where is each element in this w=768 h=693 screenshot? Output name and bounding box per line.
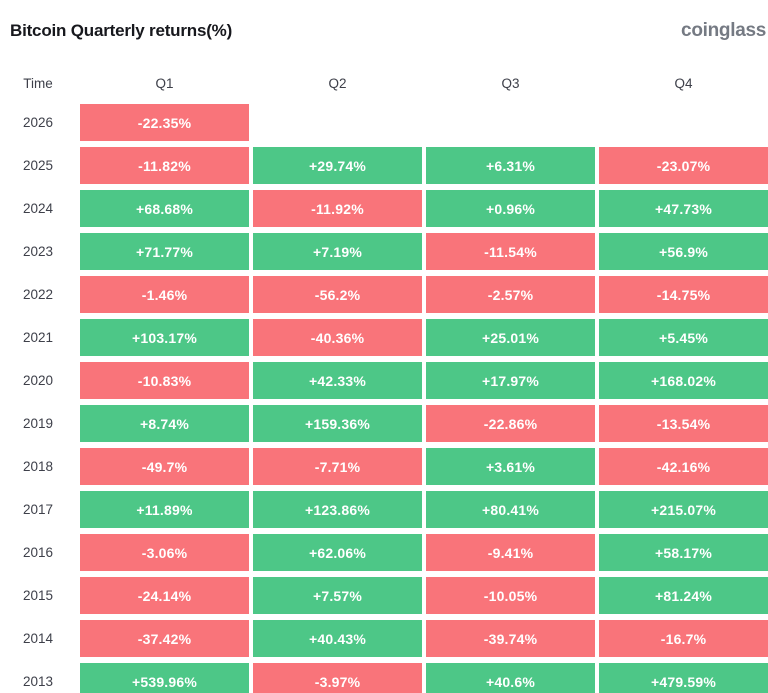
return-cell-2017-q4: +215.07% xyxy=(599,491,768,528)
return-cell-2020-q1: -10.83% xyxy=(80,362,249,399)
table-row-2013: 2013 +539.96% -3.97% +40.6% +479.59% xyxy=(0,663,768,693)
year-label: 2019 xyxy=(22,416,54,431)
table-row-2026: 2026 -22.35% xyxy=(0,104,768,141)
year-label: 2017 xyxy=(22,502,54,517)
year-label: 2022 xyxy=(22,287,54,302)
return-cell-2014-q4: -16.7% xyxy=(599,620,768,657)
return-cell-2024-q2: -11.92% xyxy=(253,190,422,227)
year-label: 2023 xyxy=(22,244,54,259)
empty-cell xyxy=(253,104,422,141)
year-label: 2024 xyxy=(22,201,54,216)
return-cell-2019-q4: -13.54% xyxy=(599,405,768,442)
page-title: Bitcoin Quarterly returns(%) xyxy=(10,21,233,40)
return-cell-2021-q3: +25.01% xyxy=(426,319,595,356)
year-label: 2020 xyxy=(22,373,54,388)
return-cell-2016-q4: +58.17% xyxy=(599,534,768,571)
return-cell-2015-q3: -10.05% xyxy=(426,577,595,614)
return-cell-2019-q1: +8.74% xyxy=(80,405,249,442)
return-cell-2013-q1: +539.96% xyxy=(80,663,249,693)
return-cell-2021-q2: -40.36% xyxy=(253,319,422,356)
return-cell-2022-q4: -14.75% xyxy=(599,276,768,313)
year-label: 2018 xyxy=(22,459,54,474)
return-cell-2017-q3: +80.41% xyxy=(426,491,595,528)
return-cell-2018-q1: -49.7% xyxy=(80,448,249,485)
table-row-2025: 2025 -11.82% +29.74% +6.31% -23.07% xyxy=(0,147,768,184)
return-cell-2024-q3: +0.96% xyxy=(426,190,595,227)
year-label: 2016 xyxy=(22,545,54,560)
returns-table: Time Q1 Q2 Q3 Q4 2026 -22.35% 2025 -11.82% +… xyxy=(0,75,768,693)
header-bar: Bitcoin Quarterly returns(%) coinglass xyxy=(0,0,768,46)
return-cell-2019-q2: +159.36% xyxy=(253,405,422,442)
column-header-q2: Q2 xyxy=(328,75,347,91)
table-row-2019: 2019 +8.74% +159.36% -22.86% -13.54% xyxy=(0,405,768,442)
return-cell-2022-q3: -2.57% xyxy=(426,276,595,313)
return-cell-2020-q2: +42.33% xyxy=(253,362,422,399)
return-cell-2025-q4: -23.07% xyxy=(599,147,768,184)
return-cell-2022-q1: -1.46% xyxy=(80,276,249,313)
table-row-2021: 2021 +103.17% -40.36% +25.01% +5.45% xyxy=(0,319,768,356)
year-label: 2013 xyxy=(22,674,54,689)
table-row-2018: 2018 -49.7% -7.71% +3.61% -42.16% xyxy=(0,448,768,485)
table-row-2022: 2022 -1.46% -56.2% -2.57% -14.75% xyxy=(0,276,768,313)
return-cell-2022-q2: -56.2% xyxy=(253,276,422,313)
return-cell-2015-q4: +81.24% xyxy=(599,577,768,614)
return-cell-2021-q4: +5.45% xyxy=(599,319,768,356)
return-cell-2023-q2: +7.19% xyxy=(253,233,422,270)
table-row-2014: 2014 -37.42% +40.43% -39.74% -16.7% xyxy=(0,620,768,657)
return-cell-2026-q1: -22.35% xyxy=(80,104,249,141)
table-row-2020: 2020 -10.83% +42.33% +17.97% +168.02% xyxy=(0,362,768,399)
table-row-2015: 2015 -24.14% +7.57% -10.05% +81.24% xyxy=(0,577,768,614)
return-cell-2016-q2: +62.06% xyxy=(253,534,422,571)
year-label: 2025 xyxy=(22,158,54,173)
year-label: 2015 xyxy=(22,588,54,603)
coinglass-logo[interactable]: coinglass xyxy=(681,20,766,41)
return-cell-2021-q1: +103.17% xyxy=(80,319,249,356)
return-cell-2014-q1: -37.42% xyxy=(80,620,249,657)
empty-cell xyxy=(426,104,595,141)
time-column-header: Time xyxy=(23,75,53,91)
column-header-q4: Q4 xyxy=(674,75,693,91)
return-cell-2018-q4: -42.16% xyxy=(599,448,768,485)
return-cell-2023-q3: -11.54% xyxy=(426,233,595,270)
table-row-2023: 2023 +71.77% +7.19% -11.54% +56.9% xyxy=(0,233,768,270)
return-cell-2013-q2: -3.97% xyxy=(253,663,422,693)
return-cell-2017-q2: +123.86% xyxy=(253,491,422,528)
year-label: 2026 xyxy=(22,115,54,130)
table-row-2017: 2017 +11.89% +123.86% +80.41% +215.07% xyxy=(0,491,768,528)
return-cell-2024-q4: +47.73% xyxy=(599,190,768,227)
return-cell-2018-q2: -7.71% xyxy=(253,448,422,485)
table-row-2024: 2024 +68.68% -11.92% +0.96% +47.73% xyxy=(0,190,768,227)
year-label: 2014 xyxy=(22,631,54,646)
return-cell-2014-q2: +40.43% xyxy=(253,620,422,657)
column-header-q3: Q3 xyxy=(501,75,520,91)
return-cell-2023-q4: +56.9% xyxy=(599,233,768,270)
return-cell-2025-q3: +6.31% xyxy=(426,147,595,184)
return-cell-2019-q3: -22.86% xyxy=(426,405,595,442)
table-row-2016: 2016 -3.06% +62.06% -9.41% +58.17% xyxy=(0,534,768,571)
table-body: 2026 -22.35% 2025 -11.82% +29.74% +6.31% -23.0… xyxy=(0,104,768,693)
empty-cell xyxy=(599,104,768,141)
return-cell-2015-q1: -24.14% xyxy=(80,577,249,614)
return-cell-2025-q1: -11.82% xyxy=(80,147,249,184)
return-cell-2016-q1: -3.06% xyxy=(80,534,249,571)
column-header-q1: Q1 xyxy=(155,75,174,91)
return-cell-2013-q3: +40.6% xyxy=(426,663,595,693)
return-cell-2016-q3: -9.41% xyxy=(426,534,595,571)
return-cell-2014-q3: -39.74% xyxy=(426,620,595,657)
return-cell-2023-q1: +71.77% xyxy=(80,233,249,270)
year-label: 2021 xyxy=(22,330,54,345)
return-cell-2018-q3: +3.61% xyxy=(426,448,595,485)
return-cell-2025-q2: +29.74% xyxy=(253,147,422,184)
return-cell-2015-q2: +7.57% xyxy=(253,577,422,614)
return-cell-2024-q1: +68.68% xyxy=(80,190,249,227)
column-header-row: Time Q1 Q2 Q3 Q4 xyxy=(0,75,768,91)
return-cell-2013-q4: +479.59% xyxy=(599,663,768,693)
return-cell-2020-q4: +168.02% xyxy=(599,362,768,399)
return-cell-2020-q3: +17.97% xyxy=(426,362,595,399)
return-cell-2017-q1: +11.89% xyxy=(80,491,249,528)
